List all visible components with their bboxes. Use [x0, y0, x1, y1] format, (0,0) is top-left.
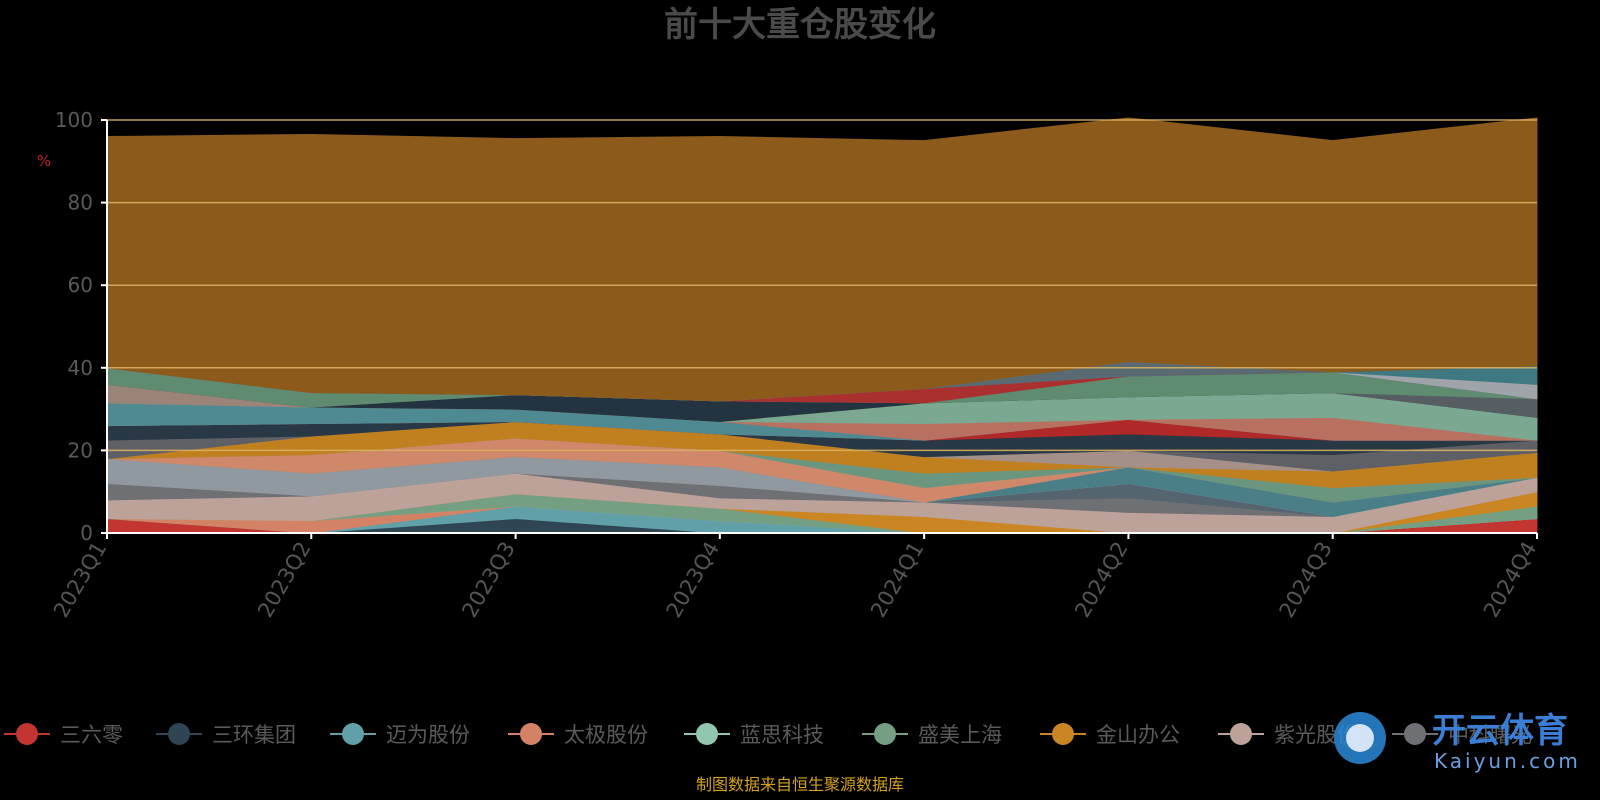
y-axis-label: %	[37, 152, 51, 170]
y-tick-labels: 0 20 40 60 80 100	[55, 108, 93, 545]
legend-label: 迈为股份	[386, 723, 470, 747]
axes	[101, 119, 1538, 539]
x-tick-label-2024Q1: 2024Q1	[866, 538, 928, 622]
legend: 三六零 三环集团 迈为股份 太极股份 蓝思科技 盛美上海 金山办公 紫光股份 中科曙光	[4, 723, 1532, 747]
x-tick-label-2024Q2: 2024Q2	[1070, 538, 1132, 622]
x-tick-label-2023Q3: 2023Q3	[457, 538, 519, 622]
legend-marker	[520, 723, 542, 745]
legend-item-1: 三六零	[4, 723, 123, 747]
area-series-33	[106, 117, 1538, 402]
legend-label: 三六零	[60, 723, 123, 747]
legend-item-3: 迈为股份	[330, 723, 470, 747]
legend-label: 三环集团	[212, 723, 296, 747]
legend-label: 盛美上海	[918, 723, 1002, 747]
y-tick-label-20: 20	[68, 438, 93, 462]
x-tick-label-2023Q4: 2023Q4	[662, 538, 724, 622]
legend-label: 蓝思科技	[740, 723, 824, 747]
y-tick-label-0: 0	[80, 521, 93, 545]
legend-marker	[342, 723, 364, 745]
y-tick-label-40: 40	[68, 356, 93, 380]
y-tick-label-80: 80	[68, 191, 93, 215]
legend-item-7: 金山办公	[1040, 723, 1180, 747]
x-tick-labels: 2023Q1 2023Q2 2023Q3 2023Q4 2024Q1 2024Q2 2024…	[49, 538, 1541, 622]
area-series-group	[106, 117, 1538, 534]
x-tick-label-2024Q4: 2024Q4	[1479, 538, 1541, 622]
legend-item-9: 中科曙光	[1392, 723, 1532, 747]
legend-marker	[874, 723, 896, 745]
source-note: 制图数据来自恒生聚源数据库	[696, 775, 904, 794]
legend-item-6: 盛美上海	[862, 723, 1002, 747]
y-tick-label-60: 60	[68, 273, 93, 297]
watermark-logo: 开云体育 Kaiyun.com	[1334, 711, 1581, 773]
soccer-ball-inner-icon	[1346, 724, 1374, 752]
legend-marker	[168, 723, 190, 745]
legend-item-4: 太极股份	[508, 723, 648, 747]
legend-marker	[16, 723, 38, 745]
gridlines	[107, 119, 1537, 452]
legend-marker	[696, 723, 718, 745]
legend-marker	[1052, 723, 1074, 745]
legend-marker	[1404, 723, 1426, 745]
legend-label: 金山办公	[1096, 723, 1180, 747]
y-tick-label-100: 100	[55, 108, 93, 132]
chart-title: 前十大重仓股变化	[664, 5, 936, 45]
legend-label: 中科曙光	[1448, 723, 1532, 747]
legend-item-5: 蓝思科技	[684, 723, 824, 747]
legend-marker	[1230, 723, 1252, 745]
watermark-subtext: Kaiyun.com	[1434, 749, 1581, 773]
legend-label: 太极股份	[564, 723, 648, 747]
watermark-text: 开云体育	[1432, 711, 1568, 751]
legend-item-2: 三环集团	[156, 723, 296, 747]
x-tick-label-2023Q2: 2023Q2	[253, 538, 315, 622]
x-tick-label-2024Q3: 2024Q3	[1275, 538, 1337, 622]
x-tick-label-2023Q1: 2023Q1	[49, 538, 111, 622]
